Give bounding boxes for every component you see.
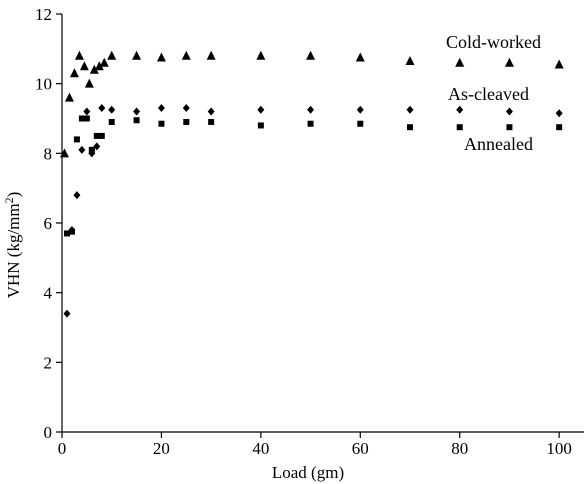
x-tick-label: 40 <box>252 439 269 458</box>
annealed-point <box>456 124 463 131</box>
annealed-point <box>108 118 115 125</box>
annealed-point <box>93 132 100 139</box>
x-axis-label: Load (gm) <box>272 463 344 482</box>
as-cleaved-point <box>83 107 91 116</box>
cold-worked-point <box>256 50 266 60</box>
as-cleaved-point <box>63 309 71 318</box>
x-tick-label: 80 <box>451 439 468 458</box>
annealed-point <box>73 136 80 143</box>
cold-worked-point <box>156 52 166 62</box>
series-label-annealed: Annealed <box>464 134 533 154</box>
annealed-point <box>506 124 513 131</box>
cold-worked-point <box>132 50 142 60</box>
cold-worked-point <box>64 92 74 102</box>
annealed-point <box>208 118 215 125</box>
cold-worked-point <box>107 50 117 60</box>
y-tick-label: 0 <box>44 423 53 442</box>
annealed-point <box>307 120 314 127</box>
as-cleaved-point <box>182 104 190 113</box>
as-cleaved-point <box>98 104 106 113</box>
as-cleaved-point <box>257 105 265 114</box>
cold-worked-point <box>74 50 84 60</box>
y-ticks: 0 2 4 6 8 10 12 <box>35 5 62 442</box>
cold-worked-point <box>554 59 564 69</box>
cold-worked-point <box>59 148 69 158</box>
plot-area: 0 20 40 60 80 100 0 2 4 6 8 10 12 <box>35 5 584 458</box>
annealed-point <box>158 120 165 127</box>
series-label-as-cleaved: As-cleaved <box>448 84 529 104</box>
cold-worked-point <box>206 50 216 60</box>
y-tick-label: 2 <box>44 353 53 372</box>
as-cleaved-point <box>555 109 563 118</box>
cold-worked-point <box>89 64 99 74</box>
cold-worked-point <box>181 50 191 60</box>
cold-worked-point <box>405 56 415 66</box>
cold-worked-point <box>79 61 89 71</box>
annealed-point <box>83 115 90 122</box>
as-cleaved-point <box>456 105 464 114</box>
x-tick-label: 100 <box>546 439 572 458</box>
y-tick-label: 8 <box>44 144 53 163</box>
annealed-point <box>257 122 264 129</box>
cold-worked-point <box>94 61 104 71</box>
x-ticks: 0 20 40 60 80 100 <box>58 432 572 458</box>
annealed-point <box>183 118 190 125</box>
as-cleaved-point <box>73 191 81 200</box>
series-label-cold-worked: Cold-worked <box>446 32 541 52</box>
cold-worked-point <box>306 50 316 60</box>
as-cleaved-point <box>133 107 141 116</box>
cold-worked-point <box>455 57 465 67</box>
y-axis-label: VHN (kg/mm2) <box>2 192 23 299</box>
annealed-point <box>98 132 105 139</box>
as-cleaved-point <box>505 107 513 116</box>
y-tick-label: 6 <box>44 214 53 233</box>
as-cleaved-point <box>406 105 414 114</box>
annealed-point <box>556 124 563 131</box>
y-tick-label: 4 <box>44 284 53 303</box>
as-cleaved-point <box>356 105 364 114</box>
as-cleaved-point <box>207 107 215 116</box>
annealed-point <box>88 146 95 153</box>
as-cleaved-point <box>78 145 86 154</box>
as-cleaved-point <box>157 104 165 113</box>
annealed-point <box>63 230 70 237</box>
y-tick-label: 12 <box>35 5 52 24</box>
annealed-point <box>78 115 85 122</box>
data-markers <box>59 50 564 318</box>
x-tick-label: 0 <box>58 439 67 458</box>
cold-worked-point <box>84 78 94 88</box>
annealed-point <box>357 120 364 127</box>
as-cleaved-point <box>93 142 101 151</box>
as-cleaved-point <box>307 105 315 114</box>
x-tick-label: 20 <box>153 439 170 458</box>
cold-worked-point <box>504 57 514 67</box>
as-cleaved-point <box>108 105 116 114</box>
annealed-point <box>68 228 75 235</box>
y-tick-label: 10 <box>35 75 52 94</box>
annealed-point <box>407 124 413 131</box>
x-tick-label: 60 <box>352 439 369 458</box>
cold-worked-point <box>355 52 365 62</box>
cold-worked-point <box>99 57 109 67</box>
annealed-point <box>133 117 140 124</box>
cold-worked-point <box>69 68 79 78</box>
